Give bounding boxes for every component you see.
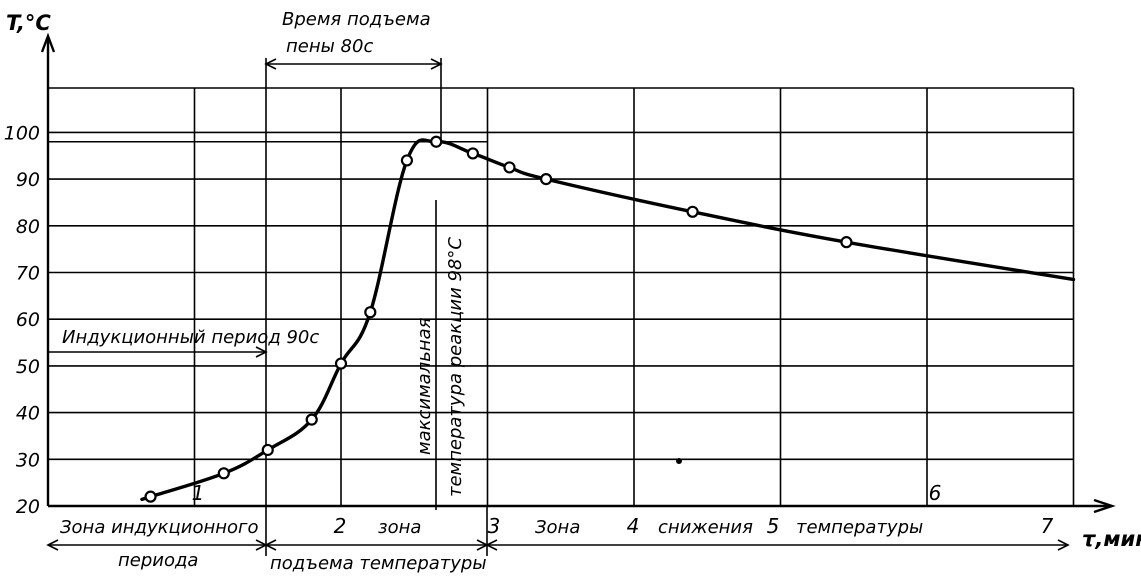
y-tick-label-40: 40 (16, 403, 40, 425)
x-axis-label: τ,мин (1082, 527, 1141, 551)
x-tick-label-6: 6 (929, 481, 942, 505)
data-point-12 (840, 236, 853, 249)
zone-fall-label-3: температуры (796, 517, 923, 538)
foam-rise-label-2: пены 80с (286, 36, 373, 57)
zone-induction-label-2: периода (118, 550, 198, 571)
y-tick-label-100: 100 (4, 122, 40, 144)
induction-arrow (255, 346, 268, 358)
zone3-arrow-left (485, 539, 498, 551)
max-temp-label-1: максимальная (414, 317, 435, 455)
y-axis-label: T,°C (6, 11, 51, 35)
zone-fall-label-1: Зона (535, 517, 580, 538)
zone-rise-label-1: зона (378, 517, 421, 538)
x-tick-label-7: 7 (1041, 514, 1054, 538)
data-point-8 (466, 147, 479, 160)
data-points (144, 135, 853, 503)
induction-period-label: Индукционный период 90с (62, 327, 319, 348)
y-tick-label-50: 50 (16, 356, 40, 378)
y-tick-label-20: 20 (16, 496, 40, 518)
x-tick-label-2: 2 (334, 514, 347, 538)
data-point-5 (364, 306, 377, 319)
x-tick-label-5: 5 (767, 514, 780, 538)
x-tick-label-1: 1 (192, 481, 205, 505)
zone-rise-label-2: подъема температуры (270, 553, 487, 574)
y-tick-label-60: 60 (16, 309, 40, 331)
zone3-arrow-right (1057, 539, 1070, 551)
data-point-4 (334, 357, 348, 370)
data-point-1 (217, 467, 230, 480)
data-point-11 (686, 205, 699, 218)
x-tick-label-4: 4 (627, 514, 640, 538)
data-point-2 (261, 443, 274, 457)
y-axis-arrow (40, 32, 56, 53)
y-tick-label-90: 90 (16, 169, 40, 191)
data-point-0 (144, 490, 157, 503)
data-point-9 (503, 161, 516, 174)
chart-grid (48, 87, 1075, 506)
zone2-arrow-left (264, 539, 277, 551)
zones-arrow-left (46, 539, 59, 551)
x-tick-label-3: 3 (488, 514, 501, 538)
data-point-3 (305, 413, 318, 426)
ink-dot (676, 458, 682, 464)
annotation-guides (46, 58, 1070, 556)
foam-rise-label: Время подъема (282, 9, 431, 30)
x-tick-labels: 1 2 3 4 5 6 7 (192, 481, 1054, 538)
data-point-10 (539, 173, 553, 186)
y-tick-labels: 20 30 40 50 60 70 80 90 100 (4, 122, 40, 518)
max-temp-label-2: температура реакции 98°С (445, 237, 466, 497)
y-tick-label-80: 80 (16, 216, 40, 238)
foam-rise-arrow-right (430, 58, 443, 70)
chart-axes (40, 32, 1116, 514)
foam-rise-arrow-left (264, 58, 277, 70)
temperature-curve (140, 138, 1076, 502)
data-point-6 (400, 154, 414, 167)
data-point-7 (430, 135, 443, 148)
zone-fall-label-2: снижения (658, 517, 753, 538)
y-tick-label-70: 70 (16, 263, 40, 285)
x-axis-arrow (1093, 498, 1116, 514)
zone-induction-label-1: Зона индукционного (60, 517, 259, 538)
y-tick-label-30: 30 (16, 449, 40, 471)
